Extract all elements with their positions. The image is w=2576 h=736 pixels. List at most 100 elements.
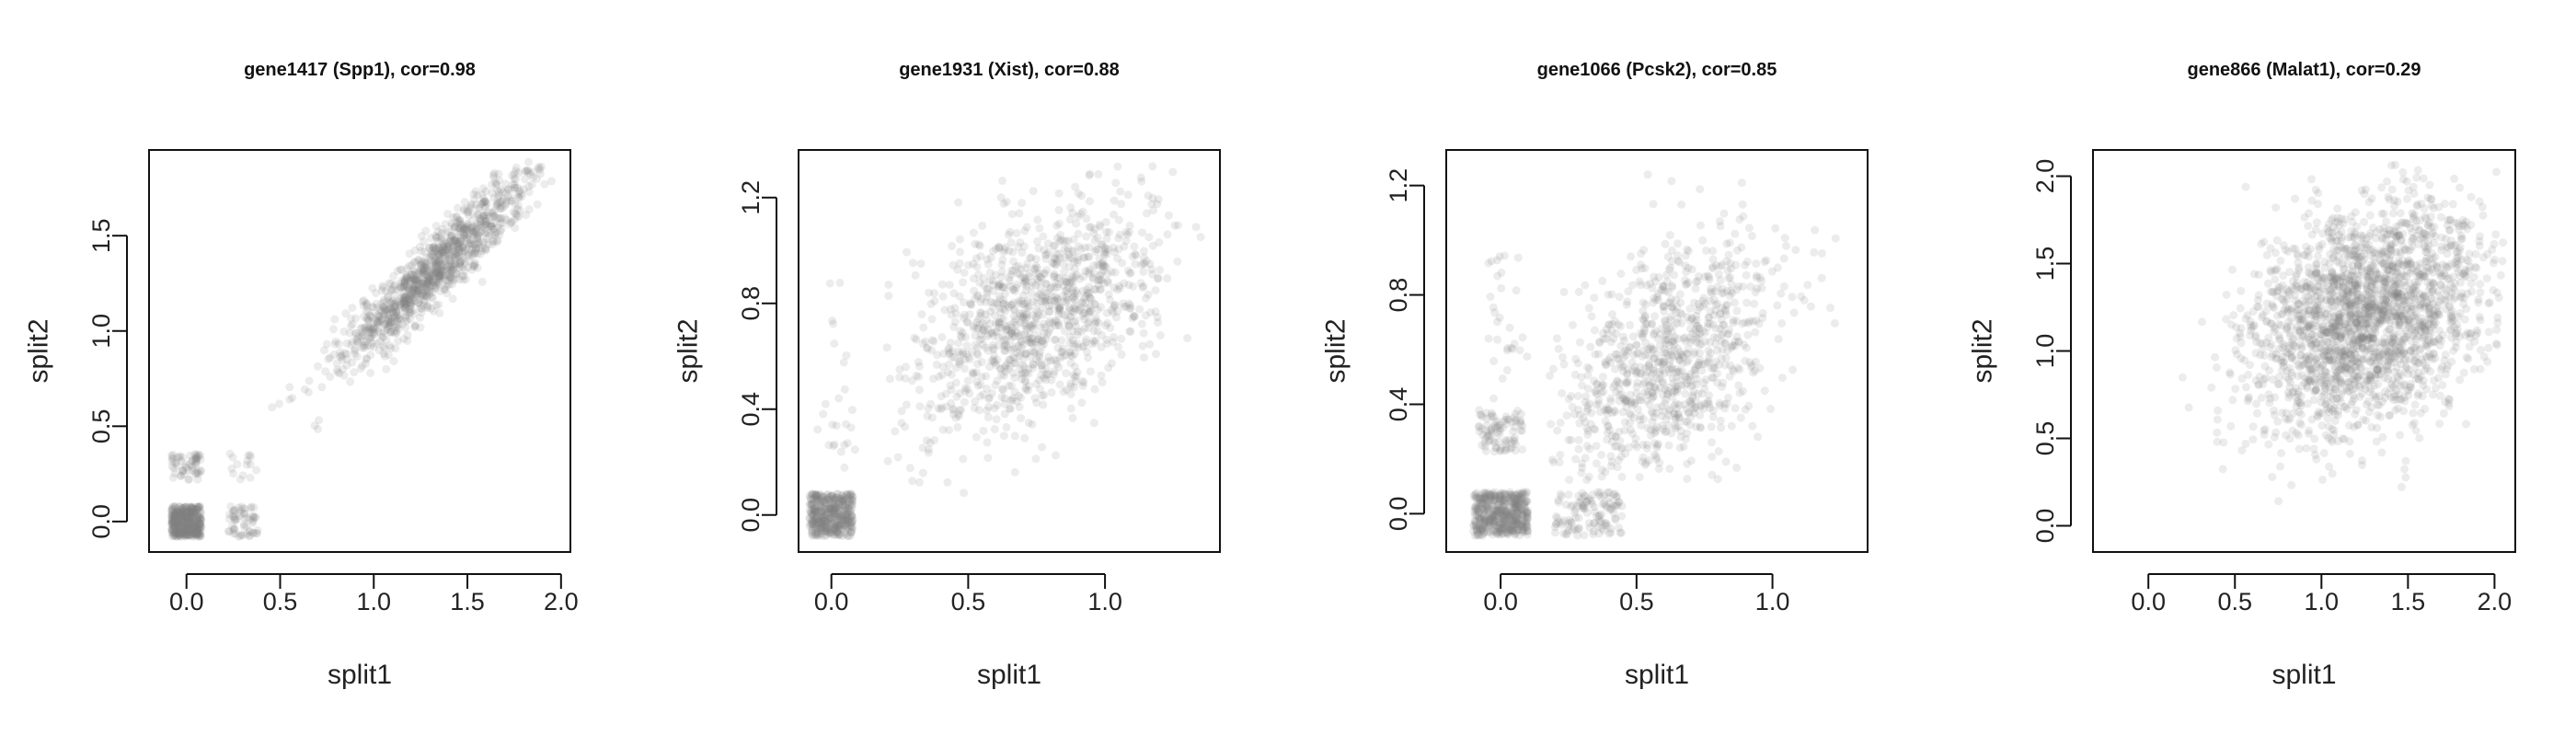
data-point — [1565, 476, 1574, 485]
data-point — [1695, 324, 1704, 333]
data-point — [1630, 399, 1639, 408]
y-tick-label: 0.8 — [737, 286, 765, 321]
data-point — [1593, 380, 1601, 389]
data-point — [1587, 312, 1596, 321]
data-point — [1030, 394, 1040, 403]
data-point — [1752, 259, 1761, 269]
data-point — [982, 297, 991, 306]
data-point — [1581, 281, 1590, 290]
data-point — [891, 427, 900, 436]
data-point — [196, 522, 205, 531]
data-point — [195, 530, 204, 539]
data-point — [1743, 330, 1753, 339]
data-point — [169, 530, 178, 539]
data-point — [1148, 193, 1157, 202]
data-point — [963, 376, 972, 385]
data-point — [454, 252, 463, 261]
data-point — [177, 509, 186, 518]
points-group — [805, 162, 1205, 541]
data-point — [1138, 341, 1147, 351]
data-point — [1601, 467, 1610, 477]
data-point — [440, 285, 449, 293]
data-point — [1755, 363, 1765, 373]
data-point — [182, 508, 190, 516]
data-point — [1665, 465, 1674, 473]
data-point — [177, 530, 186, 539]
data-point — [195, 529, 204, 538]
data-point — [960, 364, 969, 374]
data-point — [1044, 352, 1053, 362]
data-point — [512, 183, 522, 192]
data-point — [836, 494, 845, 503]
data-point — [348, 338, 357, 347]
data-point — [1505, 323, 1514, 332]
data-point — [1645, 360, 1653, 368]
data-point — [986, 307, 995, 316]
data-point — [183, 521, 192, 530]
data-point — [947, 385, 956, 395]
data-point — [170, 523, 178, 532]
data-point — [1744, 224, 1754, 233]
data-point — [188, 503, 197, 512]
data-point — [188, 506, 197, 514]
data-point — [437, 247, 446, 257]
data-point — [1622, 300, 1631, 309]
data-point — [1015, 209, 1024, 218]
data-point — [186, 512, 194, 521]
data-point — [524, 188, 534, 197]
data-point — [187, 512, 196, 522]
data-point — [183, 528, 192, 537]
scatter-panel: gene1066 (Pcsk2), cor=0.850.0 0.5 1.0split… — [1321, 60, 1869, 690]
data-point — [483, 228, 492, 237]
data-point — [1112, 313, 1121, 322]
data-point — [186, 514, 194, 523]
data-point — [1130, 242, 1139, 251]
data-point — [1803, 281, 1812, 290]
data-point — [535, 162, 544, 171]
data-point — [546, 177, 556, 186]
data-point — [960, 489, 969, 498]
data-point — [188, 520, 197, 529]
data-point — [184, 523, 193, 531]
data-point — [1091, 336, 1100, 345]
data-point — [268, 403, 277, 412]
data-point — [1139, 253, 1148, 262]
data-point — [1115, 230, 1124, 239]
data-point — [235, 512, 244, 521]
data-point — [1007, 300, 1016, 309]
data-point — [1826, 304, 1834, 313]
data-point — [1064, 250, 1074, 259]
data-point — [1714, 447, 1723, 456]
data-point — [322, 339, 331, 349]
data-point — [1041, 296, 1050, 305]
data-point — [171, 518, 180, 527]
data-point — [954, 347, 963, 356]
data-point — [998, 176, 1007, 185]
data-point — [2345, 449, 2354, 458]
data-point — [170, 519, 179, 528]
data-point — [170, 521, 179, 530]
data-point — [1632, 340, 1641, 350]
data-point — [819, 409, 828, 419]
data-point — [1585, 364, 1594, 374]
data-point — [1083, 348, 1091, 356]
data-point — [1493, 317, 1501, 327]
data-point — [1595, 517, 1604, 526]
data-point — [1489, 394, 1498, 403]
data-point — [1085, 252, 1094, 261]
data-point — [1135, 305, 1144, 314]
data-point — [1156, 331, 1165, 339]
x-axis-label: split1 — [977, 660, 1041, 690]
data-point — [178, 516, 187, 525]
data-point — [1583, 430, 1593, 439]
data-point — [1547, 420, 1556, 429]
data-point — [1757, 276, 1766, 285]
y-axis-label: split2 — [673, 318, 704, 383]
data-point — [177, 508, 186, 517]
data-point — [835, 278, 845, 287]
data-point — [1037, 362, 1046, 371]
data-point — [1050, 283, 1059, 293]
data-point — [315, 416, 324, 425]
data-point — [1098, 258, 1108, 267]
